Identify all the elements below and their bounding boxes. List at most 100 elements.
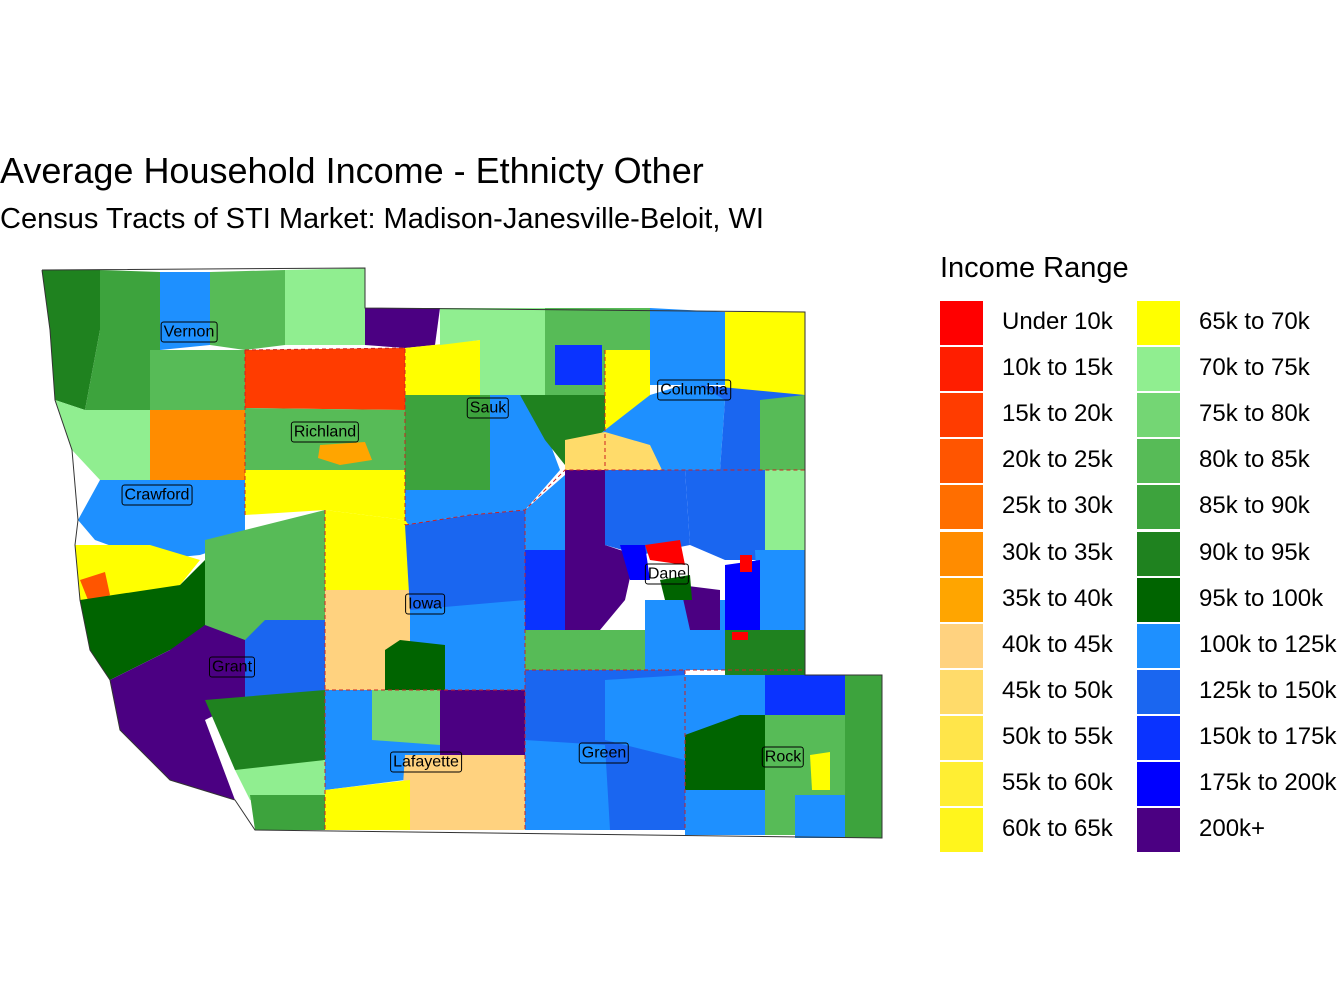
tract-sauk-mid (405, 395, 490, 490)
tract-crawford-blue (78, 480, 245, 560)
legend-swatch (940, 485, 983, 530)
tract-laf-green (372, 690, 440, 745)
tract-rock-dkgreen (685, 715, 765, 790)
legend-label: 200k+ (1199, 815, 1266, 843)
legend-label: 25k to 30k (1002, 492, 1113, 520)
legend-label: 20k to 25k (1002, 446, 1113, 474)
tract-dane-blue3 (525, 550, 565, 630)
legend-label: 40k to 45k (1002, 630, 1113, 658)
tract-vernon-east2 (285, 268, 365, 345)
legend-label: 45k to 50k (1002, 676, 1113, 704)
county-label-lafayette: Lafayette (390, 751, 462, 773)
county-label-green: Green (578, 742, 630, 764)
legend-swatch (940, 577, 983, 622)
tract-col-yellow2 (725, 312, 805, 395)
legend-label: 150k to 175k (1199, 722, 1337, 750)
tract-dane-east1 (685, 470, 765, 560)
county-label-iowa: Iowa (405, 593, 445, 615)
tract-dane-red2 (740, 555, 752, 572)
legend-swatch (940, 623, 983, 668)
tract-rock-blue2 (765, 675, 845, 715)
legend-swatch (940, 439, 983, 484)
tract-col-north (650, 308, 725, 385)
legend-label: 65k to 70k (1199, 308, 1310, 335)
legend-swatch (940, 393, 983, 438)
tract-laf-purple (440, 690, 525, 755)
legend-label: 85k to 90k (1199, 492, 1310, 520)
legend-title: Income Range (940, 252, 1129, 284)
legend-label: Under 10k (1002, 308, 1113, 335)
tract-dane-blue1 (605, 470, 690, 555)
tract-vernon-south (150, 350, 245, 410)
tract-dane-east3 (755, 550, 805, 640)
legend-swatch (940, 531, 983, 576)
tract-dane-purple (565, 470, 635, 630)
legend-swatch (940, 808, 983, 853)
tract-dane-red3 (732, 632, 748, 640)
legend-swatch (1137, 669, 1180, 714)
legend-label: 175k to 200k (1199, 769, 1337, 796)
tract-dane-green (525, 630, 645, 670)
tract-dane-se (725, 630, 805, 675)
tract-dane-city-green (660, 575, 692, 600)
map-title: Average Household Income - Ethnicty Othe… (0, 150, 704, 191)
legend-label: 125k to 150k (1199, 676, 1337, 704)
county-label-grant: Grant (208, 656, 256, 678)
legend-label: 15k to 20k (1002, 400, 1113, 428)
legend-label: 55k to 60k (1002, 769, 1113, 796)
county-label-dane: Dane (644, 563, 690, 585)
tract-grant-green (80, 560, 205, 680)
tract-sauk-blue (405, 395, 560, 525)
tract-vernon-east1 (210, 270, 285, 350)
county-label-crawford: Crawford (121, 484, 193, 506)
tract-dane-city-red (645, 540, 685, 565)
legend-swatch (1137, 301, 1180, 345)
tract-dane-blue5 (725, 560, 760, 630)
tract-vernon-west (42, 270, 100, 410)
map-subtitle: Census Tracts of STI Market: Madison-Jan… (0, 203, 764, 235)
legend-label: 100k to 125k (1199, 630, 1337, 658)
legend-swatch (1137, 577, 1180, 622)
tract-crawford-north (55, 400, 150, 480)
legend-swatch (940, 762, 983, 806)
legend-swatch (1137, 808, 1180, 853)
legend-swatch (1137, 393, 1180, 438)
legend-swatch (1137, 715, 1180, 760)
tract-grant-south1 (205, 690, 325, 770)
tract-laf-tan (400, 755, 525, 830)
tract-grant-green2 (205, 510, 325, 640)
tract-grant-south2 (235, 760, 325, 800)
county-label-vernon: Vernon (160, 321, 218, 343)
tract-rock-blue4 (795, 795, 845, 838)
tract-dane-blue2 (525, 475, 565, 550)
legend-swatch (940, 347, 983, 392)
legend-swatch (1137, 762, 1180, 806)
tract-richland-north (245, 348, 405, 410)
tract-col-green (760, 395, 805, 470)
tract-col-tan (565, 432, 662, 470)
legend-label: 95k to 100k (1199, 584, 1324, 612)
tract-vernon-blue (160, 272, 210, 350)
tract-rock-east (845, 675, 882, 838)
tract-grant-blue (245, 620, 325, 700)
tract-col-yellow1 (605, 350, 650, 430)
tract-sauk-purple (365, 308, 440, 348)
county-label-sauk: Sauk (466, 397, 510, 419)
tract-grant-south3 (250, 795, 325, 830)
tract-iowa-yellow (325, 510, 420, 590)
tract-sauk-blue2 (555, 345, 602, 385)
tract-richland-orange (318, 442, 372, 465)
tract-dane-east2 (765, 470, 805, 550)
legend-label: 75k to 80k (1199, 400, 1310, 428)
tract-richland-south (245, 470, 405, 520)
legend-label: 35k to 40k (1002, 584, 1113, 612)
legend-label: 90k to 95k (1199, 538, 1310, 566)
tract-rock-blue3 (685, 790, 765, 835)
legend-swatch (940, 669, 983, 714)
legend-swatch (940, 301, 983, 345)
legend-label: 10k to 15k (1002, 354, 1113, 382)
county-label-richland: Richland (290, 421, 360, 443)
legend-swatch (1137, 439, 1180, 484)
legend-label: 60k to 65k (1002, 815, 1113, 843)
